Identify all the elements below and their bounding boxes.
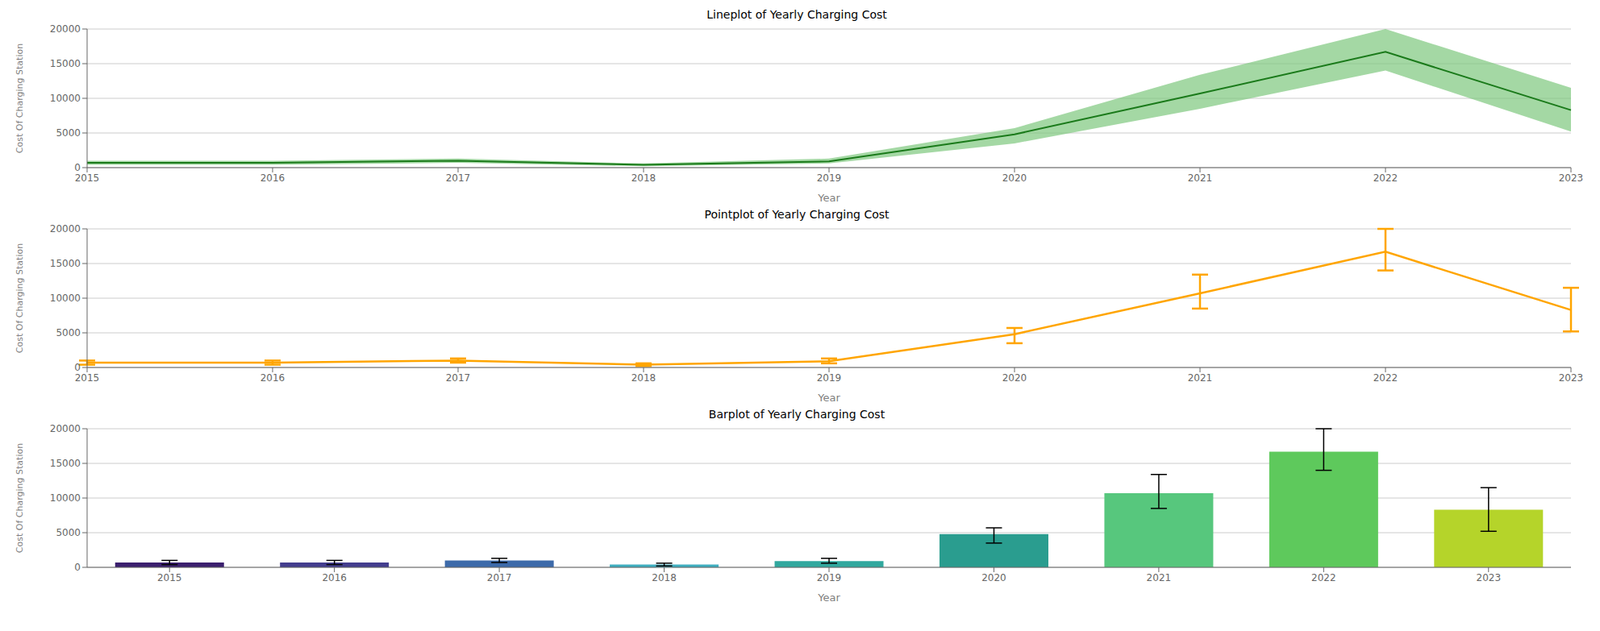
svg-text:Cost Of Charging Station: Cost Of Charging Station [14, 243, 25, 354]
html-text:Barplot of Yearly Charging Cos: Barplot of Yearly Charging Cost [708, 408, 885, 421]
svg-text:2020: 2020 [981, 572, 1007, 584]
svg-text:2018: 2018 [651, 572, 677, 584]
svg-text:2017: 2017 [445, 372, 471, 384]
svg-text:2023: 2023 [1558, 372, 1584, 384]
svg-text:2015: 2015 [75, 372, 100, 384]
svg-text:10000: 10000 [50, 292, 81, 305]
html-text:Lineplot of Yearly Charging Co: Lineplot of Yearly Charging Cost [706, 8, 887, 21]
svg-text:2017: 2017 [445, 172, 471, 184]
svg-text:20000: 20000 [50, 23, 81, 35]
svg-text:2023: 2023 [1558, 172, 1584, 184]
svg-text:0: 0 [74, 162, 81, 174]
svg-text:5000: 5000 [55, 127, 81, 139]
svg-text:2015: 2015 [157, 572, 183, 584]
svg-text:2023: 2023 [1476, 572, 1502, 584]
svg-text:0: 0 [74, 562, 81, 574]
svg-text:Year: Year [816, 191, 841, 205]
svg-text:2021: 2021 [1187, 172, 1213, 184]
svg-text:2022: 2022 [1373, 372, 1399, 384]
svg-text:2015: 2015 [75, 172, 100, 184]
svg-text:2018: 2018 [631, 172, 657, 184]
svg-text:2016: 2016 [260, 372, 286, 384]
svg-text:Cost Of Charging Station: Cost Of Charging Station [14, 43, 25, 154]
svg-text:0: 0 [74, 362, 81, 374]
svg-text:2019: 2019 [816, 572, 842, 584]
svg-text:2016: 2016 [260, 172, 286, 184]
svg-text:Year: Year [816, 391, 841, 405]
svg-text:10000: 10000 [50, 92, 81, 105]
svg-text:2020: 2020 [1002, 372, 1028, 384]
svg-text:15000: 15000 [50, 58, 81, 70]
svg-text:Cost Of Charging Station: Cost Of Charging Station [14, 443, 25, 554]
svg-text:2018: 2018 [631, 372, 657, 384]
svg-text:2022: 2022 [1373, 172, 1399, 184]
svg-text:2022: 2022 [1311, 572, 1337, 584]
svg-text:2021: 2021 [1146, 572, 1172, 584]
html-text:Pointplot of Yearly Charging C: Pointplot of Yearly Charging Cost [704, 208, 890, 221]
svg-text:10000: 10000 [50, 492, 81, 505]
svg-text:2019: 2019 [816, 372, 842, 384]
svg-text:20000: 20000 [50, 423, 81, 435]
svg-text:5000: 5000 [55, 327, 81, 339]
svg-text:2020: 2020 [1002, 172, 1028, 184]
svg-text:2016: 2016 [321, 572, 347, 584]
svg-text:2017: 2017 [487, 572, 513, 584]
svg-text:15000: 15000 [50, 458, 81, 470]
svg-text:2019: 2019 [816, 172, 842, 184]
svg-text:15000: 15000 [50, 258, 81, 270]
svg-text:5000: 5000 [55, 527, 81, 539]
svg-text:Year: Year [816, 591, 841, 605]
svg-text:2021: 2021 [1187, 372, 1213, 384]
svg-text:20000: 20000 [50, 223, 81, 235]
